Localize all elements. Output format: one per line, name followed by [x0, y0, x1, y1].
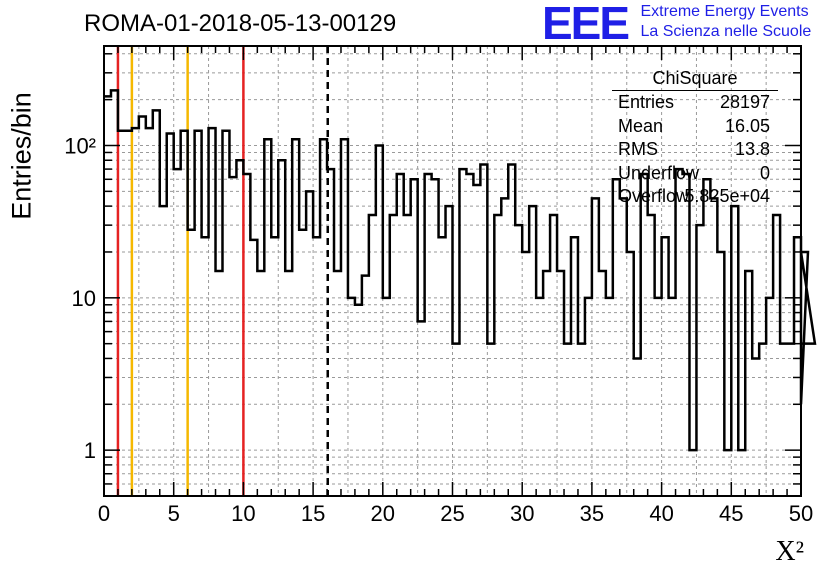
y-tick-label: 1: [84, 438, 96, 463]
x-tick-label: 40: [649, 501, 673, 526]
stats-value: 0: [759, 162, 770, 183]
stats-row-mean: Mean 16.05: [612, 115, 778, 139]
reference-lines: [116, 46, 329, 496]
x-tick-label: 15: [301, 501, 325, 526]
x-tick-label: 30: [510, 501, 534, 526]
stats-value: 16.05: [724, 115, 770, 136]
x-tick-label: 20: [371, 501, 395, 526]
x-tick-label: 25: [440, 501, 464, 526]
stats-key: RMS: [618, 139, 658, 159]
stats-box: ChiSquare Entries 28197 Mean 16.05 RMS 1…: [612, 66, 778, 209]
stats-key: Overflow: [618, 186, 690, 206]
logo-line-1: Extreme Energy Events: [640, 3, 809, 20]
axis-tick-labels: 0 5 10 15 20 25 30 35 40 45 50 1 10 10²: [64, 133, 813, 526]
stats-key: Entries: [618, 92, 675, 112]
x-tick-label: 50: [789, 501, 813, 526]
histogram-outline: [104, 89, 817, 452]
eee-logo-mark: EEE: [542, 0, 630, 49]
stats-row-underflow: Underflow 0: [612, 162, 778, 186]
x-tick-label: 35: [580, 501, 604, 526]
y-tick-label: 10: [72, 286, 96, 311]
stats-value: 13.8: [734, 139, 770, 159]
stats-title: ChiSquare: [612, 66, 778, 91]
x-tick-label: 10: [231, 501, 255, 526]
stats-value: 5.825e+04: [684, 186, 770, 206]
eee-logo: EEE Extreme Energy Events La Scienza nel…: [542, 0, 811, 46]
stats-row-overflow: Overflow 5.825e+04: [612, 185, 778, 209]
eee-logo-text: Extreme Energy Events La Scienza nelle S…: [641, 2, 812, 42]
stats-row-rms: RMS 13.8: [612, 138, 778, 162]
x-tick-label: 45: [719, 501, 743, 526]
stats-row-entries: Entries 28197: [612, 91, 778, 115]
logo-line-2: La Scienza nelle Scuole: [640, 23, 812, 40]
chart-title: ROMA-01-2018-05-13-00129: [84, 10, 397, 37]
axis-ticks: [103, 46, 802, 496]
y-tick-label: 10²: [64, 133, 96, 158]
stats-key: Underflow: [618, 162, 700, 183]
stats-key: Mean: [618, 115, 664, 136]
x-axis-label: X²: [775, 536, 804, 567]
x-tick-label: 0: [98, 501, 110, 526]
x-tick-label: 5: [168, 501, 180, 526]
stats-value: 28197: [719, 92, 770, 112]
